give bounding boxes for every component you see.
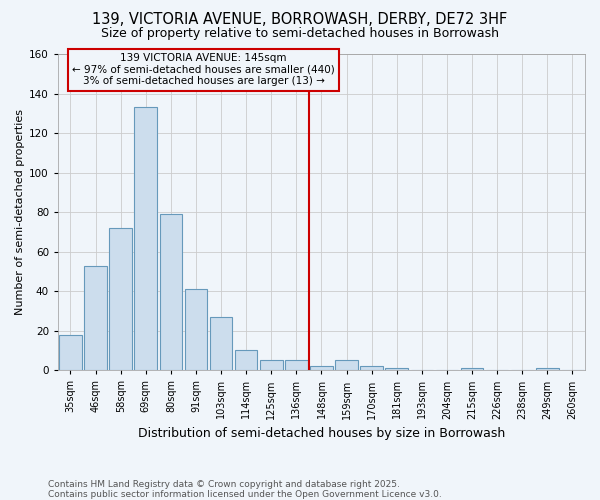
- Bar: [59, 334, 82, 370]
- Bar: [385, 368, 408, 370]
- Y-axis label: Number of semi-detached properties: Number of semi-detached properties: [15, 109, 25, 315]
- Bar: [335, 360, 358, 370]
- Bar: [160, 214, 182, 370]
- Bar: [210, 317, 232, 370]
- Bar: [84, 266, 107, 370]
- Bar: [185, 289, 207, 370]
- Text: 139, VICTORIA AVENUE, BORROWASH, DERBY, DE72 3HF: 139, VICTORIA AVENUE, BORROWASH, DERBY, …: [92, 12, 508, 28]
- Bar: [285, 360, 308, 370]
- Text: Contains HM Land Registry data © Crown copyright and database right 2025.: Contains HM Land Registry data © Crown c…: [48, 480, 400, 489]
- X-axis label: Distribution of semi-detached houses by size in Borrowash: Distribution of semi-detached houses by …: [138, 427, 505, 440]
- Text: Size of property relative to semi-detached houses in Borrowash: Size of property relative to semi-detach…: [101, 28, 499, 40]
- Bar: [260, 360, 283, 370]
- Bar: [134, 108, 157, 370]
- Text: Contains public sector information licensed under the Open Government Licence v3: Contains public sector information licen…: [48, 490, 442, 499]
- Bar: [109, 228, 132, 370]
- Bar: [361, 366, 383, 370]
- Text: 139 VICTORIA AVENUE: 145sqm
← 97% of semi-detached houses are smaller (440)
3% o: 139 VICTORIA AVENUE: 145sqm ← 97% of sem…: [72, 53, 335, 86]
- Bar: [310, 366, 333, 370]
- Bar: [461, 368, 484, 370]
- Bar: [536, 368, 559, 370]
- Bar: [235, 350, 257, 370]
